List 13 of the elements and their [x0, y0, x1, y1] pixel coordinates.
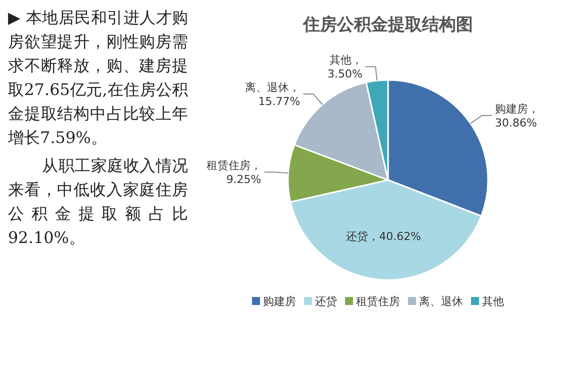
text: 从职工家庭收入情况来看，中低收入家庭住房公积金提取额占比92.10%。: [8, 155, 188, 249]
chart-title: 住房公积金提取结构图: [302, 15, 473, 35]
text: ▶ 本地居民和引进人才购房欲望提升，刚性购房需求不断释放，购、建房提取27.65亿元,在住房公积金提取结构中占比较上年增长7.59%。: [8, 7, 188, 149]
data-label: 离、退休，15.77%: [245, 80, 300, 108]
legend-label: 离、退休: [419, 295, 463, 308]
legend-label: 还贷: [315, 295, 337, 308]
data-label: 租赁住房，9.25%: [206, 159, 262, 186]
data-label: 其他，3.50%: [328, 54, 362, 81]
legend-label: 其他: [482, 295, 504, 308]
data-label: 还贷，40.62%: [346, 230, 422, 243]
data-label: 购建房，30.86%: [495, 102, 540, 130]
legend-label: 租赁住房: [356, 295, 400, 308]
legend-label: 购建房: [263, 295, 296, 308]
